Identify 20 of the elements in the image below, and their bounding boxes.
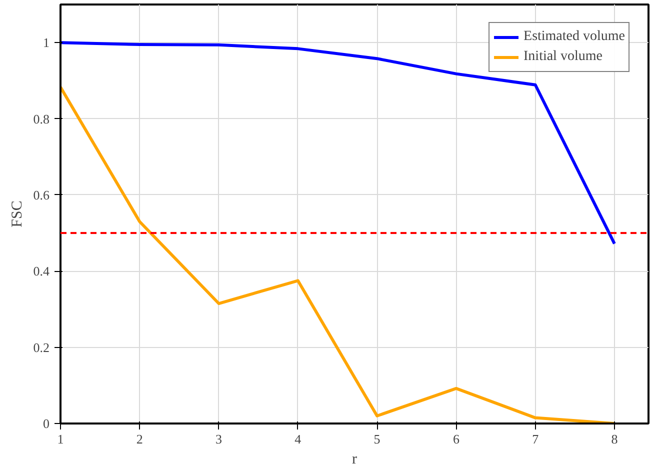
line-series	[60, 41, 616, 246]
y-axis-title: FSC	[9, 200, 26, 228]
x-tick-label: 4	[294, 432, 302, 446]
y-tick-label: 0.6	[33, 187, 50, 202]
x-tick-label: 1	[57, 432, 64, 446]
legend-label: Initial volume	[524, 49, 602, 65]
y-tick-label: 0.8	[33, 111, 50, 126]
x-tick-label: 3	[216, 432, 222, 446]
legend-label: Estimated volume	[524, 29, 625, 45]
x-tick-label: 8	[611, 432, 618, 446]
x-tick-label: 5	[374, 432, 380, 446]
y-tick-label: 0.2	[33, 340, 50, 355]
line-series	[60, 86, 616, 424]
y-tick-label: 0	[43, 416, 50, 431]
x-axis-title: r	[352, 452, 357, 468]
x-tick-label: 2	[136, 432, 143, 446]
x-tick-label: 7	[532, 432, 540, 446]
x-tick-label: 6	[452, 432, 460, 446]
y-tick-label: 1	[43, 35, 50, 50]
y-tick-label: 0.4	[33, 264, 50, 279]
